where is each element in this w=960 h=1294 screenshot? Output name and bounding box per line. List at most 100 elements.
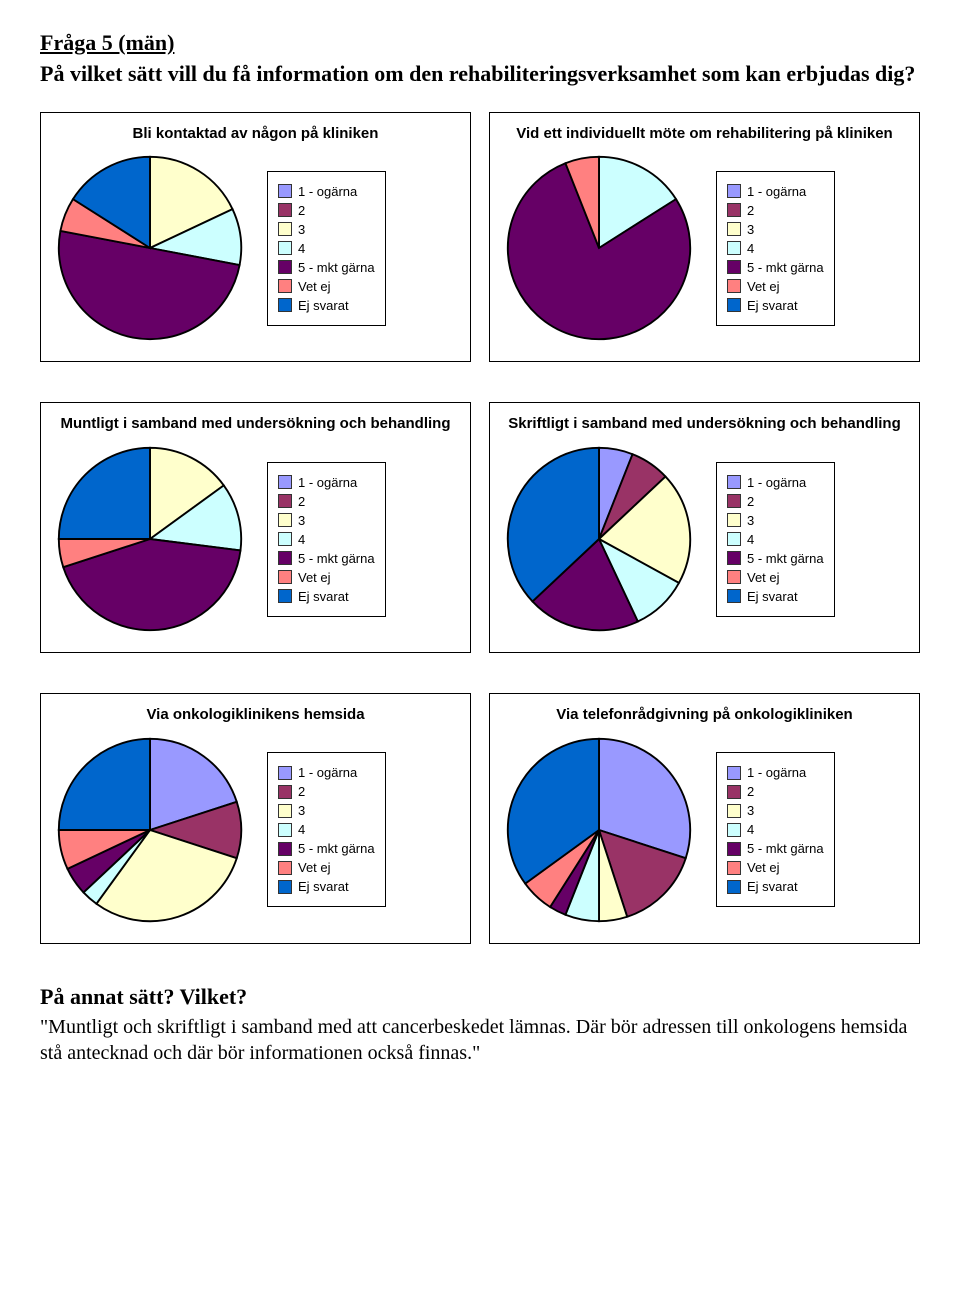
pie-slice [59, 739, 150, 830]
pie-slice [59, 448, 150, 539]
legend-swatch [278, 861, 292, 875]
legend-item: 1 - ogärna [278, 475, 375, 490]
legend-label: 3 [298, 513, 305, 528]
legend-swatch [278, 589, 292, 603]
legend-swatch [727, 570, 741, 584]
legend-label: 1 - ogärna [747, 765, 806, 780]
legend-label: 4 [747, 532, 754, 547]
legend-label: 2 [298, 494, 305, 509]
legend-swatch [727, 184, 741, 198]
legend-label: 5 - mkt gärna [747, 260, 824, 275]
legend-item: 3 [727, 513, 824, 528]
legend-item: 2 [727, 494, 824, 509]
legend-swatch [278, 766, 292, 780]
legend-swatch [278, 241, 292, 255]
legend-item: 3 [278, 513, 375, 528]
legend-label: 3 [298, 803, 305, 818]
legend-item: 5 - mkt gärna [727, 841, 824, 856]
legend-item: Ej svarat [727, 589, 824, 604]
legend-swatch [727, 589, 741, 603]
legend-swatch [278, 880, 292, 894]
legend-item: Vet ej [727, 570, 824, 585]
legend-swatch [278, 494, 292, 508]
legend-swatch [727, 298, 741, 312]
legend-label: Vet ej [298, 279, 331, 294]
legend-swatch [727, 203, 741, 217]
legend-swatch [727, 880, 741, 894]
chart-grid: Bli kontaktad av någon på kliniken 1 - og… [40, 112, 920, 944]
legend-swatch [278, 203, 292, 217]
legend-item: 5 - mkt gärna [278, 260, 375, 275]
legend-label: 5 - mkt gärna [298, 551, 375, 566]
legend-item: Ej svarat [278, 298, 375, 313]
legend: 1 - ogärna 2 3 4 5 - mkt gärna Vet ej Ej svara… [267, 171, 386, 326]
legend-label: 1 - ogärna [298, 475, 357, 490]
panel-title: Bli kontaktad av någon på kliniken [55, 125, 456, 144]
pie-chart [504, 735, 694, 925]
legend-item: 1 - ogärna [727, 475, 824, 490]
legend-label: 5 - mkt gärna [747, 551, 824, 566]
legend-label: 3 [747, 513, 754, 528]
legend-item: 4 [727, 822, 824, 837]
legend: 1 - ogärna2345 - mkt gärnaVet ejEj svara… [716, 752, 835, 907]
legend-item: 5 - mkt gärna [727, 551, 824, 566]
legend-item: 1 - ogärna [278, 765, 375, 780]
pie-chart [55, 444, 245, 634]
legend-swatch [278, 532, 292, 546]
legend-label: 3 [298, 222, 305, 237]
legend-label: 4 [747, 822, 754, 837]
legend-swatch [727, 785, 741, 799]
legend-item: 3 [727, 222, 824, 237]
footer-text: "Muntligt och skriftligt i samband med a… [40, 1014, 920, 1066]
legend-swatch [727, 494, 741, 508]
legend-swatch [727, 861, 741, 875]
legend-label: Vet ej [298, 570, 331, 585]
chart-panel: Bli kontaktad av någon på kliniken 1 - og… [40, 112, 471, 363]
legend-item: 1 - ogärna [278, 184, 375, 199]
legend-label: 1 - ogärna [747, 184, 806, 199]
legend-swatch [727, 222, 741, 236]
legend-item: 4 [278, 822, 375, 837]
legend-label: 3 [747, 222, 754, 237]
legend-swatch [727, 823, 741, 837]
legend-swatch [278, 823, 292, 837]
legend-label: Ej svarat [298, 879, 349, 894]
chart-panel: Vid ett individuellt möte om rehabiliter… [489, 112, 920, 363]
page-heading: Fråga 5 (män) [40, 30, 920, 56]
legend-label: Vet ej [747, 570, 780, 585]
legend: 1 - ogärna2345 - mkt gärnaVet ejEj svara… [267, 752, 386, 907]
legend-swatch [278, 475, 292, 489]
legend-label: 5 - mkt gärna [298, 841, 375, 856]
legend-swatch [278, 804, 292, 818]
legend-swatch [727, 513, 741, 527]
legend-item: 5 - mkt gärna [278, 551, 375, 566]
legend-swatch [278, 570, 292, 584]
legend-label: 2 [747, 494, 754, 509]
legend-item: 3 [727, 803, 824, 818]
legend-swatch [727, 475, 741, 489]
pie-chart [55, 735, 245, 925]
legend-label: Ej svarat [747, 298, 798, 313]
legend-item: 2 [727, 784, 824, 799]
legend-swatch [278, 222, 292, 236]
footer-heading: På annat sätt? Vilket? [40, 984, 920, 1010]
legend-swatch [727, 241, 741, 255]
legend-item: 4 [278, 241, 375, 256]
legend-item: Vet ej [727, 860, 824, 875]
legend-item: 3 [278, 803, 375, 818]
legend-label: 2 [298, 203, 305, 218]
legend-item: Ej svarat [278, 879, 375, 894]
legend-label: Ej svarat [747, 589, 798, 604]
legend-swatch [278, 260, 292, 274]
pie-chart [504, 153, 694, 343]
pie-chart [504, 444, 694, 634]
legend-item: 5 - mkt gärna [278, 841, 375, 856]
legend-item: 1 - ogärna [727, 184, 824, 199]
legend-label: 3 [747, 803, 754, 818]
legend-item: 3 [278, 222, 375, 237]
legend-item: Ej svarat [278, 589, 375, 604]
legend-label: 4 [298, 532, 305, 547]
legend-swatch [278, 279, 292, 293]
legend-swatch [727, 766, 741, 780]
legend-swatch [278, 785, 292, 799]
